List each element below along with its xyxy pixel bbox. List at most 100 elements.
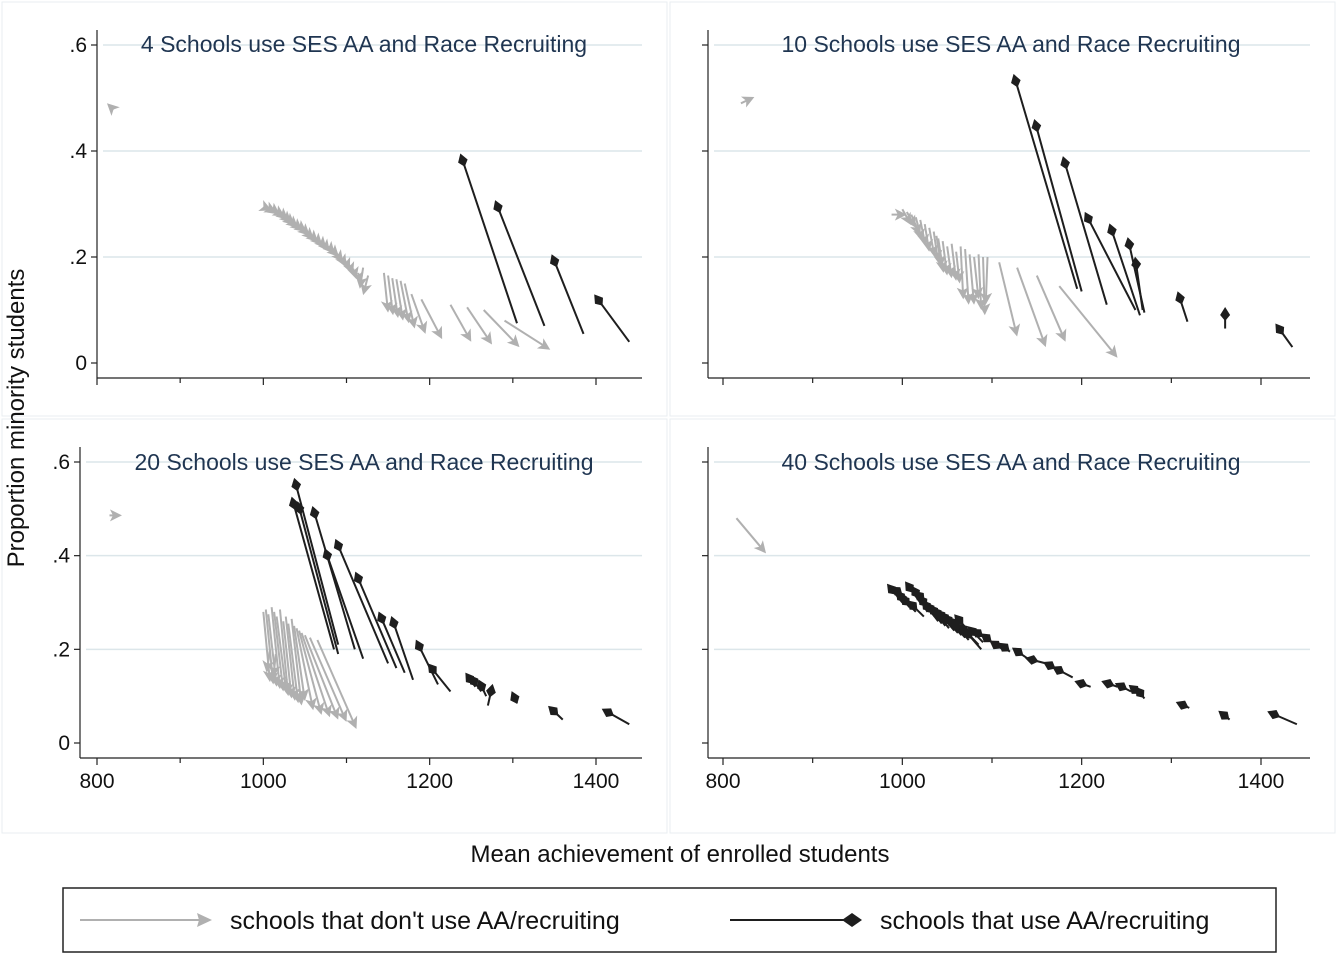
legend-use-symbol bbox=[730, 913, 862, 927]
arrow-nonuse bbox=[1035, 275, 1067, 342]
arrow-use bbox=[1052, 665, 1074, 679]
arrow-nonuse bbox=[956, 246, 969, 300]
arrow-nonuse bbox=[295, 628, 317, 711]
y-tick-label: .2 bbox=[52, 638, 70, 661]
arrow-use bbox=[1074, 679, 1091, 689]
arrow-nonuse bbox=[891, 208, 907, 221]
x-tick-label: 1200 bbox=[1058, 770, 1105, 793]
arrow-use bbox=[548, 705, 564, 721]
arrow-use bbox=[594, 294, 631, 343]
y-tick-label: 0 bbox=[58, 732, 70, 755]
panel-1: .6 .4 .2 0 4 Schools use SES AA and Race Rec… bbox=[69, 30, 642, 385]
arrow-nonuse bbox=[403, 283, 418, 329]
x-tick-label: 1400 bbox=[1238, 770, 1285, 793]
y-tick-label: 0 bbox=[75, 352, 87, 375]
legend-box bbox=[62, 887, 1277, 953]
arrow-nonuse bbox=[266, 202, 280, 215]
arrow-nonuse bbox=[109, 509, 122, 522]
panel-background-2 bbox=[669, 1, 1336, 417]
arrow-use bbox=[458, 153, 518, 324]
arrow-nonuse bbox=[395, 279, 408, 321]
arrow-nonuse bbox=[921, 223, 934, 252]
arrow-nonuse bbox=[944, 246, 956, 279]
y-tick-label: .6 bbox=[69, 34, 87, 57]
arrow-nonuse bbox=[1058, 285, 1118, 358]
arrow-nonuse bbox=[980, 256, 993, 305]
arrow-nonuse bbox=[258, 199, 272, 211]
arrow-nonuse bbox=[106, 103, 120, 116]
arrow-nonuse bbox=[355, 267, 368, 289]
x-tick-label: 1400 bbox=[573, 770, 620, 793]
arrow-use bbox=[549, 254, 585, 335]
y-tick-label: .4 bbox=[52, 545, 70, 568]
arrow-nonuse bbox=[262, 649, 275, 673]
x-axis-label: Mean achievement of enrolled students bbox=[471, 841, 890, 868]
arrow-use bbox=[601, 708, 630, 726]
x-tick-label: 800 bbox=[79, 770, 114, 793]
arrow-use bbox=[486, 683, 496, 706]
panel-title: 40 Schools use SES AA and Race Recruitin… bbox=[781, 449, 1240, 475]
x-tick-label: 1200 bbox=[406, 770, 453, 793]
arrow-nonuse bbox=[297, 223, 310, 236]
arrow-nonuse bbox=[998, 262, 1021, 337]
arrow-nonuse bbox=[420, 298, 443, 340]
y-axis-label: Proportion minority students bbox=[3, 269, 30, 568]
arrow-use bbox=[1267, 709, 1298, 726]
panel-2: 10 Schools use SES AA and Race Recruitin… bbox=[702, 30, 1310, 385]
arrow-nonuse bbox=[293, 625, 310, 701]
panel-title: 4 Schools use SES AA and Race Recruiting bbox=[141, 31, 587, 57]
arrow-use bbox=[1275, 323, 1294, 348]
arrow-use bbox=[1114, 682, 1132, 693]
arrow-use bbox=[322, 548, 365, 660]
arrow-nonuse bbox=[298, 630, 325, 715]
arrow-nonuse bbox=[410, 293, 428, 334]
arrow-use bbox=[1031, 118, 1083, 292]
arrow-nonuse bbox=[309, 232, 323, 246]
arrow-nonuse bbox=[322, 240, 335, 254]
arrow-nonuse bbox=[1016, 267, 1048, 348]
arrow-use bbox=[477, 679, 488, 697]
arrow-use bbox=[1220, 307, 1231, 329]
arrow-use bbox=[1135, 686, 1146, 700]
panel-title: 10 Schools use SES AA and Race Recruitin… bbox=[781, 31, 1240, 57]
legend-nonuse-label: schools that don't use AA/recruiting bbox=[230, 907, 620, 935]
arrow-use bbox=[1218, 710, 1231, 721]
arrow-use bbox=[1175, 700, 1190, 710]
arrow-use bbox=[1101, 679, 1118, 689]
y-tick-label: .4 bbox=[69, 140, 87, 163]
arrow-use bbox=[427, 663, 452, 693]
panel-title: 20 Schools use SES AA and Race Recruitin… bbox=[134, 449, 593, 475]
panel-background-4 bbox=[669, 418, 1336, 834]
arrow-nonuse bbox=[390, 278, 403, 318]
arrow-use bbox=[1011, 73, 1079, 290]
x-tick-label: 800 bbox=[705, 770, 740, 793]
y-tick-label: .2 bbox=[69, 246, 87, 269]
arrow-use bbox=[294, 501, 340, 655]
legend-nonuse-symbol bbox=[80, 913, 212, 927]
arrow-use bbox=[493, 200, 546, 327]
panel-3: .6 .4 .2 0 800 1000 1200 1400 20 Schools use SES… bbox=[52, 447, 642, 793]
arrow-use bbox=[291, 477, 340, 645]
y-tick-label: .6 bbox=[52, 451, 70, 474]
arrow-nonuse bbox=[740, 96, 755, 108]
arrow-use bbox=[1060, 156, 1108, 305]
arrow-nonuse bbox=[293, 219, 307, 233]
arrow-nonuse bbox=[735, 517, 767, 554]
arrow-nonuse bbox=[466, 306, 493, 345]
arrow-nonuse bbox=[360, 275, 372, 296]
arrow-nonuse bbox=[449, 304, 472, 342]
arrow-use bbox=[510, 691, 520, 704]
arrow-nonuse bbox=[385, 275, 398, 316]
arrow-nonuse bbox=[303, 634, 340, 720]
plots-layer: .6 .4 .2 0 4 Schools use SES AA and Race Rec… bbox=[52, 30, 1310, 793]
arrow-use bbox=[353, 571, 398, 669]
arrow-nonuse bbox=[268, 653, 281, 678]
panel-4: 800 1000 1200 1400 40 Schools use SES AA and… bbox=[702, 447, 1310, 793]
arrow-use bbox=[998, 642, 1011, 653]
arrow-nonuse bbox=[483, 309, 520, 348]
legend-use-label: schools that use AA/recruiting bbox=[880, 907, 1209, 935]
arrow-nonuse bbox=[316, 639, 358, 729]
arrow-use bbox=[1107, 223, 1141, 316]
arrow-nonuse bbox=[503, 319, 551, 350]
